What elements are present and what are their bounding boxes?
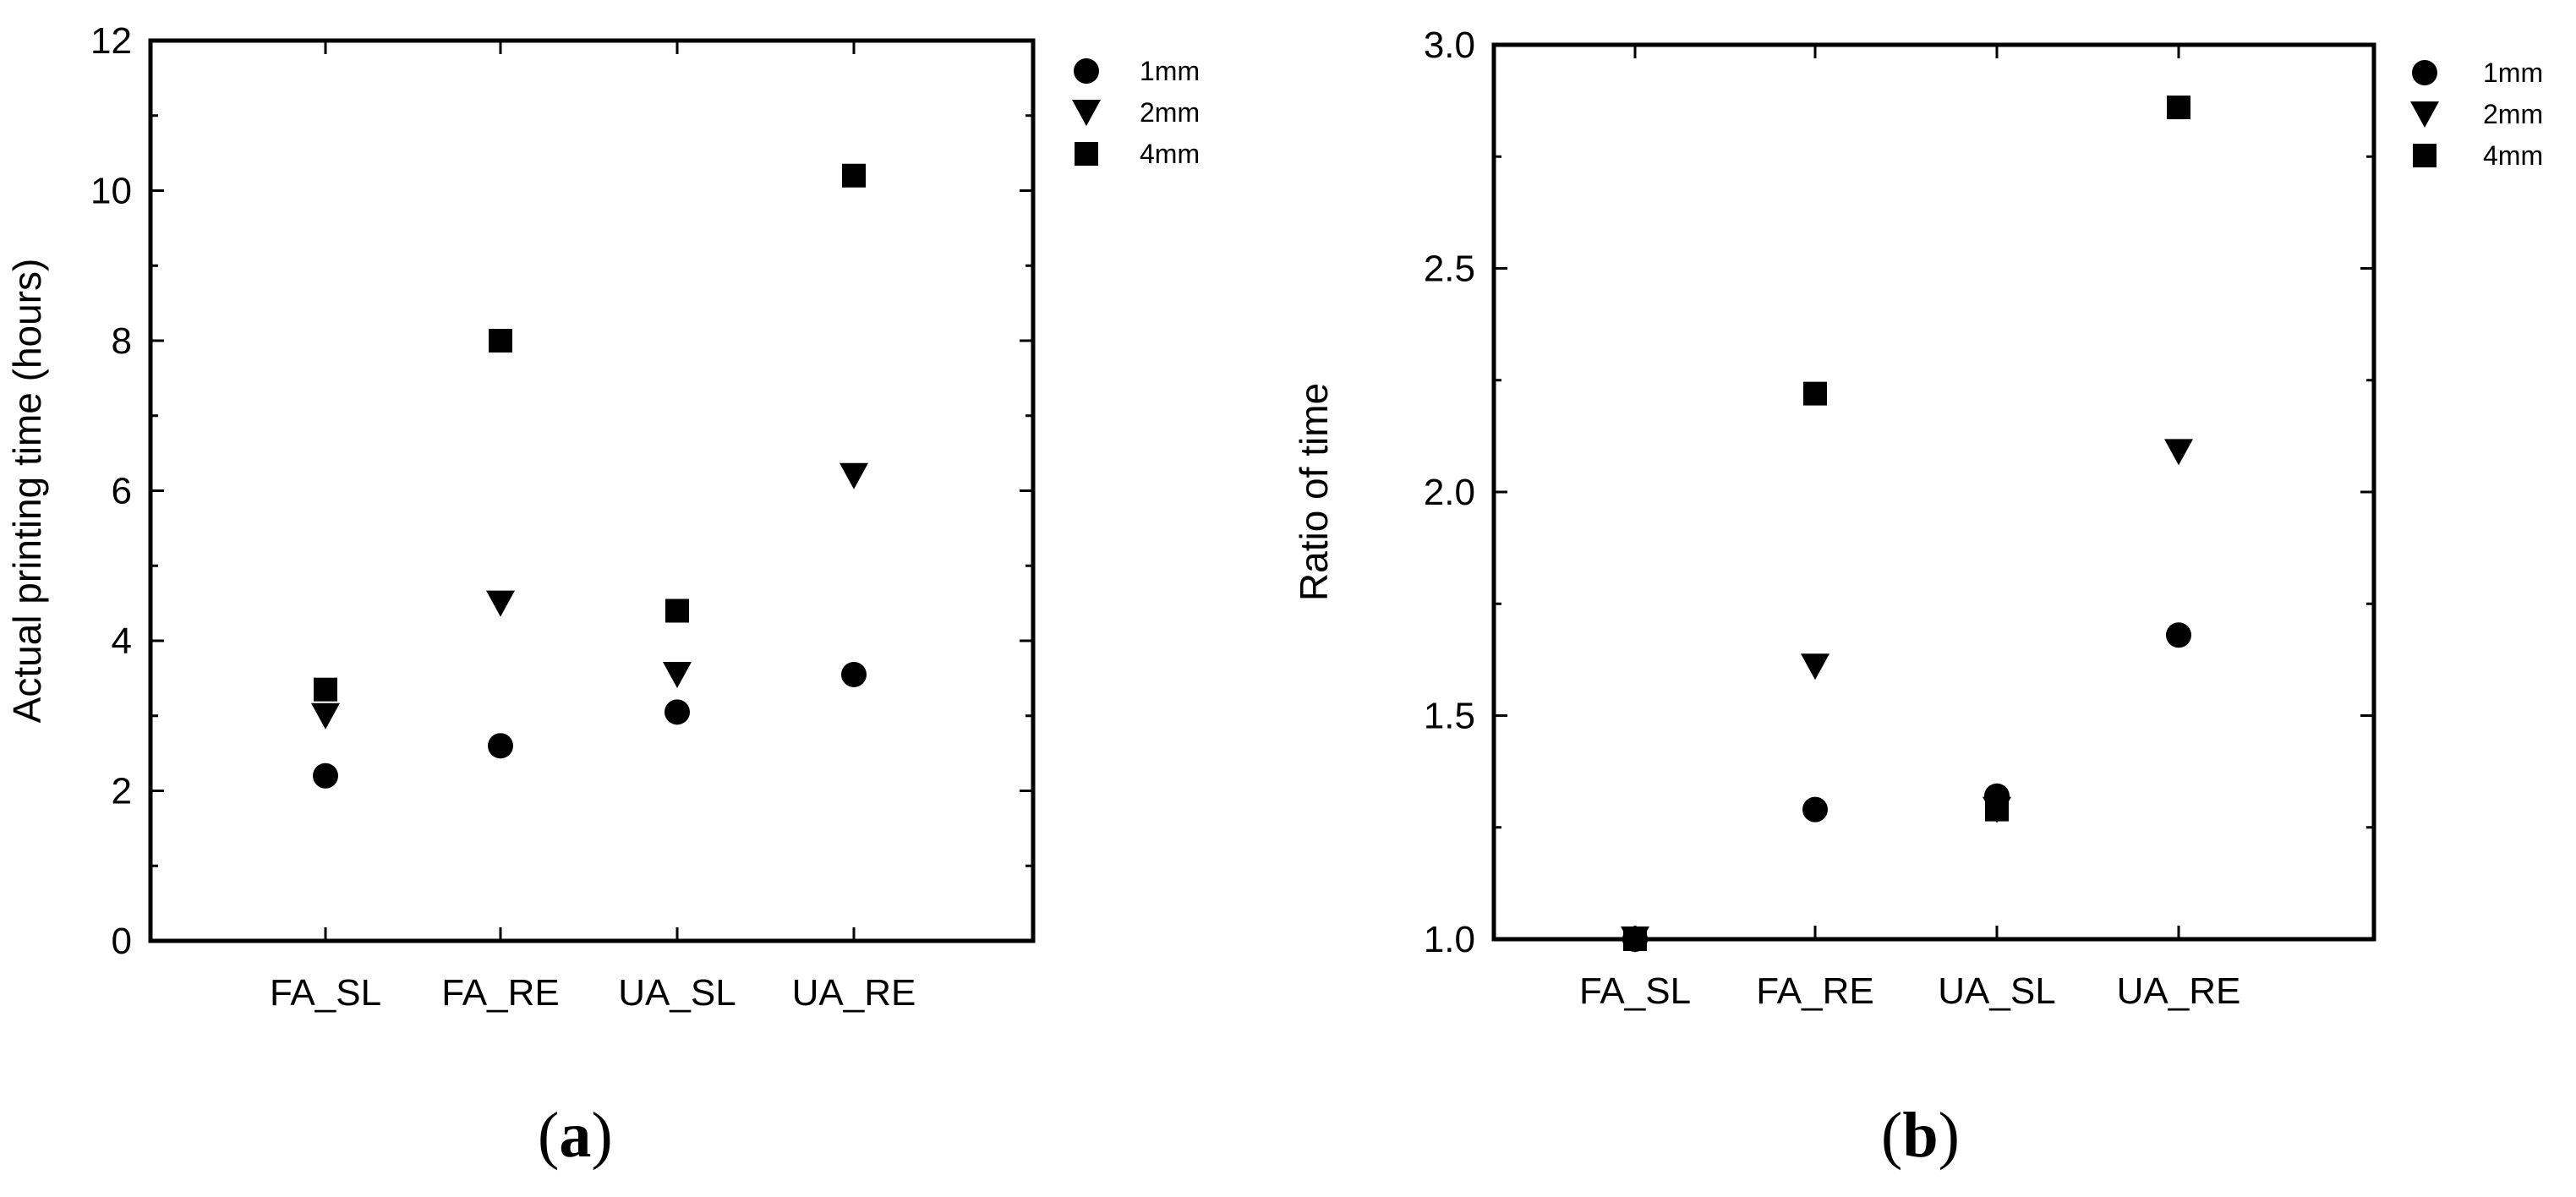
x-tick-label: FA_SL xyxy=(1579,970,1691,1012)
legend-marker-2mm xyxy=(1072,100,1101,126)
legend-marker-2mm xyxy=(2410,101,2439,128)
data-point-2mm xyxy=(840,462,868,489)
data-point-2mm xyxy=(663,661,692,688)
y-tick-label: 2.0 xyxy=(1424,472,1475,513)
legend-marker-4mm xyxy=(1075,142,1098,166)
x-tick-label: UA_RE xyxy=(792,972,916,1014)
data-point-2mm xyxy=(311,702,340,730)
legend-label: 1mm xyxy=(1140,56,1200,86)
legend-marker-4mm xyxy=(2413,144,2437,167)
y-tick-label: 6 xyxy=(112,471,132,512)
data-point-2mm xyxy=(1801,653,1829,680)
x-tick-label: FA_SL xyxy=(270,972,381,1014)
legend-label: 2mm xyxy=(2483,99,2543,129)
y-tick-label: 2.5 xyxy=(1424,249,1475,290)
data-point-2mm xyxy=(2164,439,2193,466)
x-tick-label: FA_RE xyxy=(1756,970,1873,1012)
y-tick-label: 12 xyxy=(90,20,132,62)
data-point-1mm xyxy=(665,699,690,725)
y-tick-label: 8 xyxy=(112,320,132,362)
y-tick-label: 4 xyxy=(112,620,132,662)
legend-label: 2mm xyxy=(1140,97,1200,128)
data-point-4mm xyxy=(1985,797,2009,822)
data-point-4mm xyxy=(2167,96,2190,120)
y-axis-label: Actual printing time (hours) xyxy=(5,259,49,724)
x-tick-label: UA_RE xyxy=(2117,970,2241,1012)
x-tick-label: FA_RE xyxy=(441,972,559,1014)
y-tick-label: 0 xyxy=(112,921,132,962)
data-point-4mm xyxy=(1623,927,1647,951)
data-point-1mm xyxy=(841,661,867,687)
data-point-1mm xyxy=(2166,622,2191,648)
data-point-4mm xyxy=(314,677,337,702)
data-point-1mm xyxy=(313,762,338,789)
x-tick-label: UA_SL xyxy=(1938,970,2055,1012)
data-point-1mm xyxy=(488,733,513,759)
data-point-4mm xyxy=(1803,381,1827,406)
plot-frame xyxy=(1491,42,2376,942)
legend-label: 1mm xyxy=(2483,57,2543,88)
chart-panel-a: 0 2 4 6 8 10 12 FA_SL FA_RE UA_SL UA_RE Actual prin… xyxy=(5,20,1200,1014)
y-tick-label: 1.5 xyxy=(1424,696,1475,737)
legend-marker-1mm xyxy=(1074,58,1099,84)
x-tick-label: UA_SL xyxy=(618,972,736,1014)
data-point-4mm xyxy=(842,163,866,188)
panel-label-a: (a) xyxy=(538,1100,613,1171)
panel-label-b: (b) xyxy=(1881,1100,1960,1171)
data-point-1mm xyxy=(1802,796,1828,823)
y-axis-label: Ratio of time xyxy=(1292,383,1336,601)
data-point-4mm xyxy=(489,329,512,353)
data-point-2mm xyxy=(486,590,515,617)
data-point-4mm xyxy=(665,598,689,623)
y-tick-label: 10 xyxy=(90,171,132,212)
plot-frame xyxy=(148,38,1036,943)
y-tick-label: 2 xyxy=(112,771,132,812)
legend-marker-1mm xyxy=(2412,60,2437,85)
legend-label: 4mm xyxy=(1140,139,1200,169)
chart-panel-b: 1.0 1.5 2.0 2.5 3.0 FA_SL FA_RE UA_SL UA_RE Ratio… xyxy=(1292,25,2543,1012)
y-tick-label: 3.0 xyxy=(1424,25,1475,66)
y-tick-label: 1.0 xyxy=(1424,919,1475,960)
legend-label: 4mm xyxy=(2483,140,2543,171)
